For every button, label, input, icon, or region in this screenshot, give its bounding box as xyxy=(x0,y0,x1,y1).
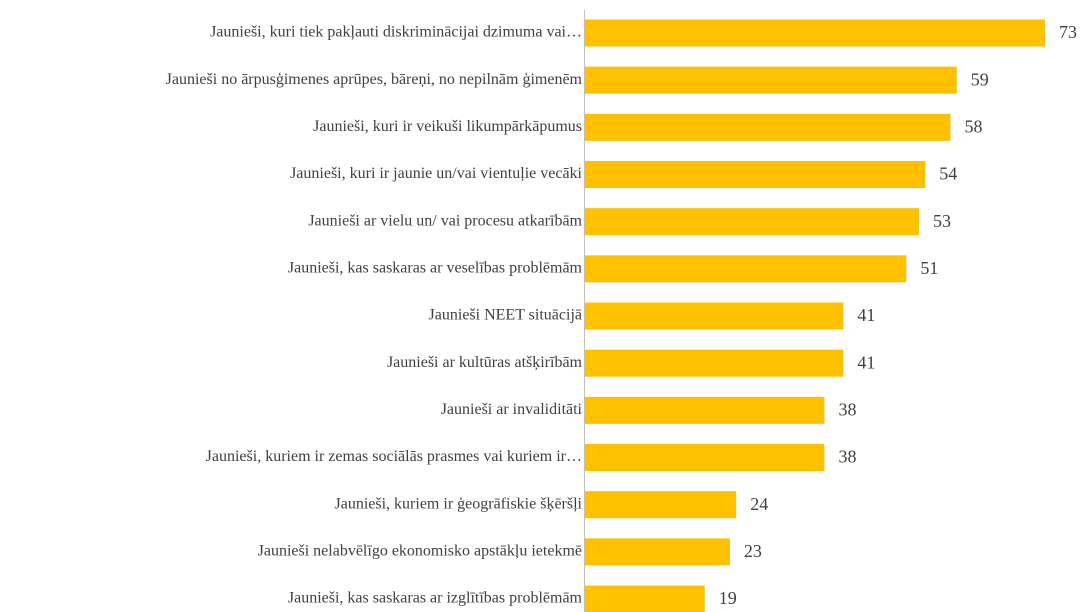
value-label: 41 xyxy=(857,352,875,372)
bar xyxy=(585,396,825,424)
value-label: 19 xyxy=(719,588,737,608)
category-label: Jaunieši, kuriem ir ģeogrāfiskie šķēršļi xyxy=(335,495,583,512)
category-label: Jaunieši ar kultūras atšķirībām xyxy=(387,354,583,371)
value-label: 54 xyxy=(939,164,957,184)
bar xyxy=(585,585,705,612)
bar xyxy=(585,349,844,377)
value-label: 73 xyxy=(1059,22,1077,42)
bar xyxy=(585,302,844,330)
category-label: Jaunieši, kuriem ir zemas sociālās prasm… xyxy=(206,448,582,465)
bar xyxy=(585,66,957,94)
category-label: Jaunieši, kas saskaras ar izglītības pro… xyxy=(288,590,583,607)
category-label: Jaunieši ar vielu un/ vai procesu atkarī… xyxy=(308,212,582,229)
bar xyxy=(585,161,926,189)
bar xyxy=(585,538,730,566)
category-label: Jaunieši no ārpusģimenes aprūpes, bāreņi… xyxy=(166,71,583,88)
category-label: Jaunieši ar invaliditāti xyxy=(441,401,583,418)
value-label: 59 xyxy=(971,69,989,89)
category-label: Jaunieši, kuri ir veikuši likumpārkāpumu… xyxy=(313,118,582,135)
value-label: 38 xyxy=(838,399,856,419)
category-label: Jaunieši, kuri tiek pakļauti diskrimināc… xyxy=(210,24,582,41)
bar xyxy=(585,19,1045,47)
category-label: Jaunieši nelabvēlīgo ekonomisko apstākļu… xyxy=(258,543,582,560)
value-label: 24 xyxy=(750,494,768,514)
category-label: Jaunieši, kas saskaras ar veselības prob… xyxy=(288,260,583,277)
category-label: Jaunieši, kuri ir jaunie un/vai vientuļi… xyxy=(290,165,582,182)
bar xyxy=(585,113,951,141)
bar xyxy=(585,208,919,236)
value-label: 38 xyxy=(838,447,856,467)
bar xyxy=(585,444,825,472)
bar xyxy=(585,255,907,283)
value-label: 58 xyxy=(964,116,982,136)
value-label: 23 xyxy=(744,541,762,561)
value-label: 53 xyxy=(933,211,951,231)
value-label: 41 xyxy=(857,305,875,325)
category-label: Jaunieši NEET situācijā xyxy=(429,307,582,324)
value-label: 51 xyxy=(920,258,938,278)
bar xyxy=(585,491,737,519)
